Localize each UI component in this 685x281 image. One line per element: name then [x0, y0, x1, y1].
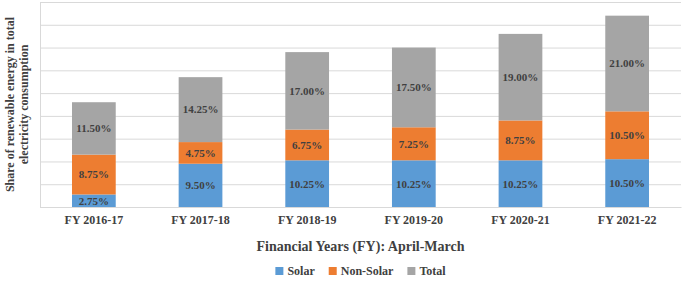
x-tick-label: FY 2020-21: [491, 213, 550, 227]
data-label: 8.75%: [505, 134, 535, 146]
x-tick-label: FY 2016-17: [65, 213, 124, 227]
y-tick: [40, 207, 681, 208]
data-label: 10.25%: [396, 178, 432, 190]
grid-line: [40, 207, 681, 208]
x-axis: FY 2016-17 FY 2017-18 FY 2018-19 FY 2019-20…: [41, 207, 682, 227]
bar: [499, 120, 543, 160]
y-axis: [40, 3, 681, 208]
data-label: 14.25%: [183, 103, 219, 115]
bars: [72, 16, 649, 207]
grid-line: [40, 25, 681, 26]
x-tick-label: FY 2019-20: [385, 213, 444, 227]
data-labels: 2.75% 9.50% 10.25% 10.25% 10.25% 10.50% 8.75% 4…: [76, 57, 645, 206]
y-tick: [40, 93, 681, 94]
x-tick: FY 2019-20: [385, 207, 444, 227]
grid-line: [40, 184, 681, 185]
y-tick: [40, 25, 681, 26]
y-tick: [40, 48, 681, 49]
data-label: 4.75%: [185, 147, 215, 159]
x-tick: FY 2016-17: [65, 207, 124, 227]
data-label: 11.50%: [76, 122, 111, 134]
bar: [392, 48, 436, 128]
x-tick-label: FY 2021-22: [598, 213, 657, 227]
grid-line: [40, 2, 681, 3]
y-axis-title-line: Share of renewable energy in total: [3, 16, 17, 192]
x-tick-label: FY 2017-18: [171, 213, 230, 227]
legend-label: Total: [419, 264, 446, 278]
legend-item: Non-Solar: [329, 264, 394, 278]
bar: [605, 159, 649, 207]
data-label: 17.00%: [289, 85, 325, 97]
data-label: 9.50%: [185, 179, 215, 191]
grid-line: [40, 48, 681, 49]
legend-item: Solar: [275, 264, 315, 278]
bar: [392, 160, 436, 207]
y-tick: [40, 139, 681, 140]
bar: [285, 52, 329, 129]
grid-line: [40, 116, 681, 117]
y-axis-line: [40, 3, 41, 208]
x-axis-title: Financial Years (FY): April-March: [256, 239, 464, 255]
y-axis-title: Share of renewable energy in totalelectr…: [3, 16, 31, 192]
x-tick-label: FY 2018-19: [278, 213, 337, 227]
legend-label: Non-Solar: [341, 264, 394, 278]
x-tick: FY 2018-19: [278, 207, 337, 227]
y-tick: [40, 70, 681, 71]
y-tick: [40, 161, 681, 162]
x-tick: FY 2021-22: [598, 207, 657, 227]
data-label: 10.50%: [609, 129, 645, 141]
legend-label: Solar: [287, 264, 315, 278]
bar: [72, 194, 116, 207]
data-label: 2.75%: [79, 195, 109, 207]
bar: [72, 102, 116, 154]
data-label: 10.50%: [609, 177, 645, 189]
grid-line: [40, 70, 681, 71]
data-label: 10.25%: [289, 178, 325, 190]
bar: [499, 34, 543, 121]
grid-line: [40, 161, 681, 162]
y-axis-title-line: electricity consumption: [17, 44, 31, 164]
bar: [179, 164, 223, 207]
data-label: 7.25%: [399, 138, 429, 150]
data-label: 10.25%: [503, 178, 539, 190]
x-axis-line: [41, 207, 682, 208]
legend-swatch: [329, 267, 337, 275]
data-label: 8.75%: [79, 168, 109, 180]
plot: FY 2016-17 FY 2017-18 FY 2018-19 FY 2019-20…: [40, 3, 682, 228]
legend-item: Total: [407, 264, 446, 278]
bar: [605, 111, 649, 159]
legend: Solar Non-Solar Total: [275, 264, 446, 278]
bar: [285, 160, 329, 207]
y-tick: [40, 116, 681, 117]
y-tick: [40, 2, 681, 3]
bar: [179, 77, 223, 142]
bar: [499, 160, 543, 207]
chart: FY 2016-17 FY 2017-18 FY 2018-19 FY 2019-20…: [0, 0, 685, 281]
y-tick: [40, 184, 681, 185]
bar: [605, 16, 649, 112]
data-label: 19.00%: [503, 71, 539, 83]
grid-line: [40, 139, 681, 140]
data-label: 17.50%: [396, 81, 432, 93]
bar: [285, 130, 329, 161]
grid-line: [40, 93, 681, 94]
bar: [392, 127, 436, 160]
bar: [179, 142, 223, 164]
legend-swatch: [275, 267, 283, 275]
x-tick: FY 2020-21: [491, 207, 550, 227]
data-label: 6.75%: [292, 139, 322, 151]
x-tick: FY 2017-18: [171, 207, 230, 227]
legend-swatch: [407, 267, 415, 275]
bar: [72, 155, 116, 195]
data-label: 21.00%: [609, 57, 645, 69]
